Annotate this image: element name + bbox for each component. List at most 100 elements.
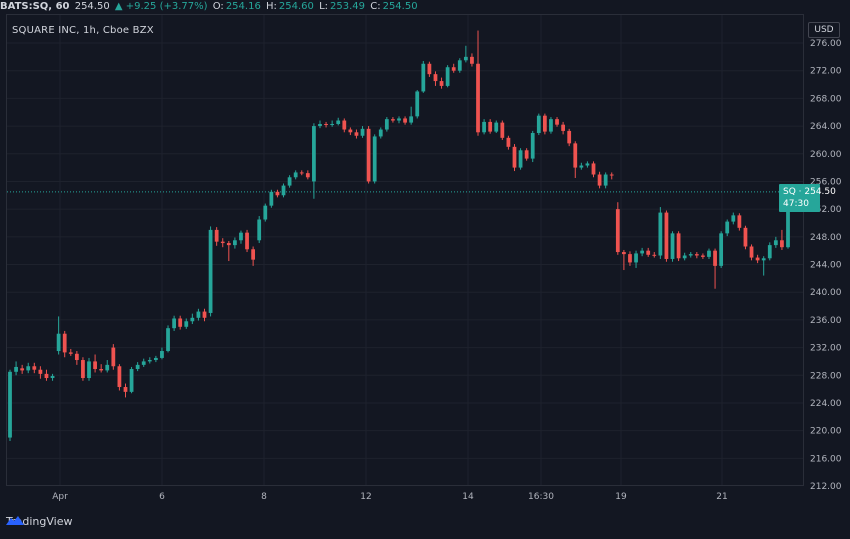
candle-body [737,215,742,228]
candle-body [427,63,432,75]
y-tick-label: 240.00 [810,288,842,298]
candle-body [433,74,438,82]
candle-body [287,177,292,186]
candle-body [153,357,158,361]
x-tick-label: 21 [716,492,727,502]
candle-body [603,174,608,186]
candle-body [239,232,243,241]
candle-body [366,128,371,182]
candle-body [135,364,140,370]
candle-body [196,311,201,318]
symbol-label[interactable]: BATS:SQ, 60 [0,1,70,12]
candle-body [482,121,486,133]
candle-body [44,373,49,379]
candle-body [214,229,219,242]
candle-body [275,191,280,196]
candle-body [701,255,705,257]
candle-body [105,364,110,371]
candle-body [281,185,286,196]
candle-body [542,115,547,132]
y-tick-label: 244.00 [810,261,842,271]
candle-body [360,128,365,136]
candle-body [403,118,407,123]
low-label: L: [319,1,329,12]
candle-body [129,369,134,392]
candle-body [688,254,693,256]
x-tick-label: Apr [52,492,68,502]
candle-body [707,250,711,257]
y-tick-label: 224.00 [810,399,842,409]
candle-body [38,369,43,374]
close-value: 254.50 [382,1,418,12]
x-tick-label: 12 [360,492,371,502]
candle-body [561,124,565,131]
candle-body [81,360,85,379]
candle-body [445,67,450,86]
candle-body [233,240,237,246]
y-tick-label: 220.00 [810,427,842,437]
candle-body [93,361,97,370]
candle-body [342,120,347,130]
candle-body [421,63,426,92]
candle-body [725,221,730,234]
candle-body [372,136,377,182]
candle-body [670,233,675,259]
candle-body [226,243,231,246]
footer [0,508,850,539]
candle-body [743,227,748,247]
y-tick-label: 272.00 [810,67,842,77]
candle-body [761,258,766,261]
x-tick-label: 14 [462,492,474,502]
currency-unit-button[interactable]: USD [808,22,840,38]
tradingview-logo-icon [6,516,24,525]
y-tick-label: 236.00 [810,316,842,326]
candle-body [336,120,341,124]
y-tick-label: 216.00 [810,454,842,464]
candle-body [245,232,249,250]
y-tick-label: 212.00 [810,482,842,492]
chart-pane[interactable] [6,14,804,486]
candle-body [293,172,298,178]
candle-body [567,130,572,144]
open-value: 254.16 [225,1,261,12]
high-label: H: [266,1,277,12]
candle-body [773,240,778,246]
candle-body [68,352,73,354]
badge-symbol-price: SQ · 254.50 [783,187,836,197]
tradingview-logo[interactable]: TradingView [6,515,72,528]
candlestick-chart[interactable]: 276.00 272.00 268.00 264.00 260.00 256.00 252.… [0,0,850,508]
candle-body [536,115,541,133]
candle-body [494,122,499,132]
candle-body [190,317,195,322]
candle-body [269,191,274,206]
candle-body [597,174,602,186]
candle-body [549,119,553,132]
x-tick-label: 8 [261,492,267,502]
candle-body [330,123,335,125]
candle-body [694,254,699,256]
candle-body [378,129,383,137]
x-tick-label: 19 [615,492,627,502]
candle-body [117,366,122,388]
candle-body [184,321,189,327]
candle-body [263,205,268,220]
candle-body [62,333,67,353]
candle-body [573,143,578,168]
close-label: C: [370,1,381,12]
candle-body [500,122,505,138]
candle-body [646,250,651,255]
candle-body [488,121,493,132]
y-tick-label: 248.00 [810,233,842,243]
candle-body [160,351,164,358]
candle-body [555,119,559,125]
y-tick-label: 252.00 [810,205,842,215]
candle-body [409,116,414,123]
candle-body [14,366,18,372]
candle-body [579,165,584,168]
y-tick-label: 268.00 [810,94,842,104]
candle-body [202,311,207,318]
candle-body [518,150,523,168]
candle-body [305,173,310,178]
candle-body [676,233,681,259]
candle-body [591,163,596,175]
